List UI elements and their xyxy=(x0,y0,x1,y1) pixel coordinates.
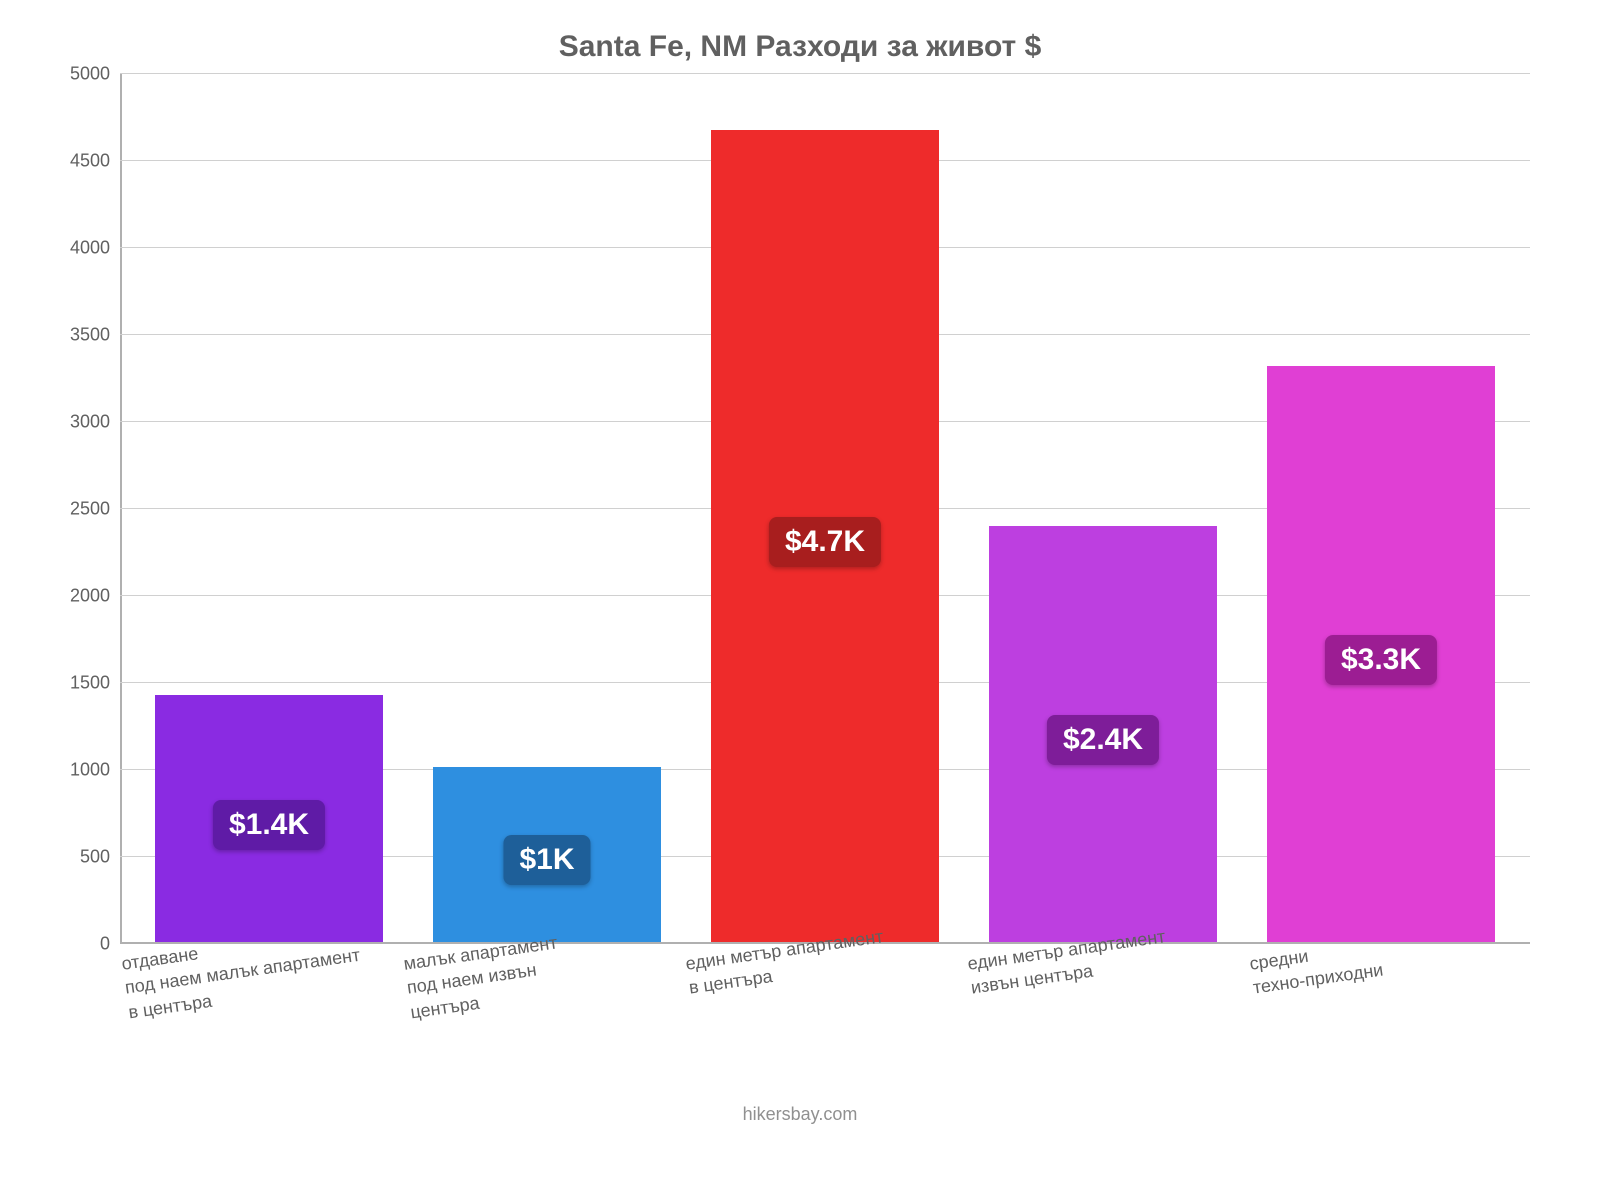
bar: $2.4K xyxy=(989,526,1217,944)
y-tick-label: 2000 xyxy=(40,586,110,607)
value-badge: $1.4K xyxy=(213,800,325,850)
x-label-slot: малък апартамент под наем извън центъра xyxy=(402,944,684,1094)
bar-slot: $2.4K xyxy=(964,74,1242,944)
x-axis-label: малък апартамент под наем извън центъра xyxy=(402,930,566,1024)
bar: $1K xyxy=(433,767,661,944)
y-tick-label: 0 xyxy=(40,934,110,955)
value-badge: $2.4K xyxy=(1047,715,1159,765)
value-badge: $3.3K xyxy=(1325,635,1437,685)
plot-area: 0500100015002000250030003500400045005000… xyxy=(120,74,1530,944)
bars-container: $1.4K $1K $4.7K $2.4K $3.3K xyxy=(120,74,1530,944)
bar-slot: $1K xyxy=(408,74,686,944)
x-label-slot: отдаване под наем малък апартамент в цен… xyxy=(120,944,402,1094)
x-label-slot: средни техно-приходни xyxy=(1248,944,1530,1094)
x-axis-label: средни техно-приходни xyxy=(1248,934,1385,1000)
bar-slot: $4.7K xyxy=(686,74,964,944)
bar: $3.3K xyxy=(1267,366,1495,944)
y-tick-label: 500 xyxy=(40,847,110,868)
y-tick-label: 3500 xyxy=(40,325,110,346)
y-tick-label: 2500 xyxy=(40,499,110,520)
x-label-slot: един метър апартамент в центъра xyxy=(684,944,966,1094)
bar: $4.7K xyxy=(711,130,939,944)
y-tick-label: 3000 xyxy=(40,412,110,433)
y-axis: 0500100015002000250030003500400045005000 xyxy=(40,74,120,944)
cost-of-living-chart: Santa Fe, NM Разходи за живот $ 05001000… xyxy=(0,0,1600,1200)
x-label-slot: един метър апартамент извън центъра xyxy=(966,944,1248,1094)
y-tick-label: 1000 xyxy=(40,760,110,781)
bar-slot: $1.4K xyxy=(130,74,408,944)
bar: $1.4K xyxy=(155,695,383,944)
y-tick-label: 4000 xyxy=(40,238,110,259)
value-badge: $1K xyxy=(503,835,590,885)
y-tick-label: 5000 xyxy=(40,64,110,85)
bar-slot: $3.3K xyxy=(1242,74,1520,944)
x-axis-labels: отдаване под наем малък апартамент в цен… xyxy=(120,944,1530,1094)
y-tick-label: 1500 xyxy=(40,673,110,694)
chart-title: Santa Fe, NM Разходи за живот $ xyxy=(40,30,1560,64)
attribution-text: hikersbay.com xyxy=(40,1104,1560,1125)
y-tick-label: 4500 xyxy=(40,151,110,172)
value-badge: $4.7K xyxy=(769,517,881,567)
